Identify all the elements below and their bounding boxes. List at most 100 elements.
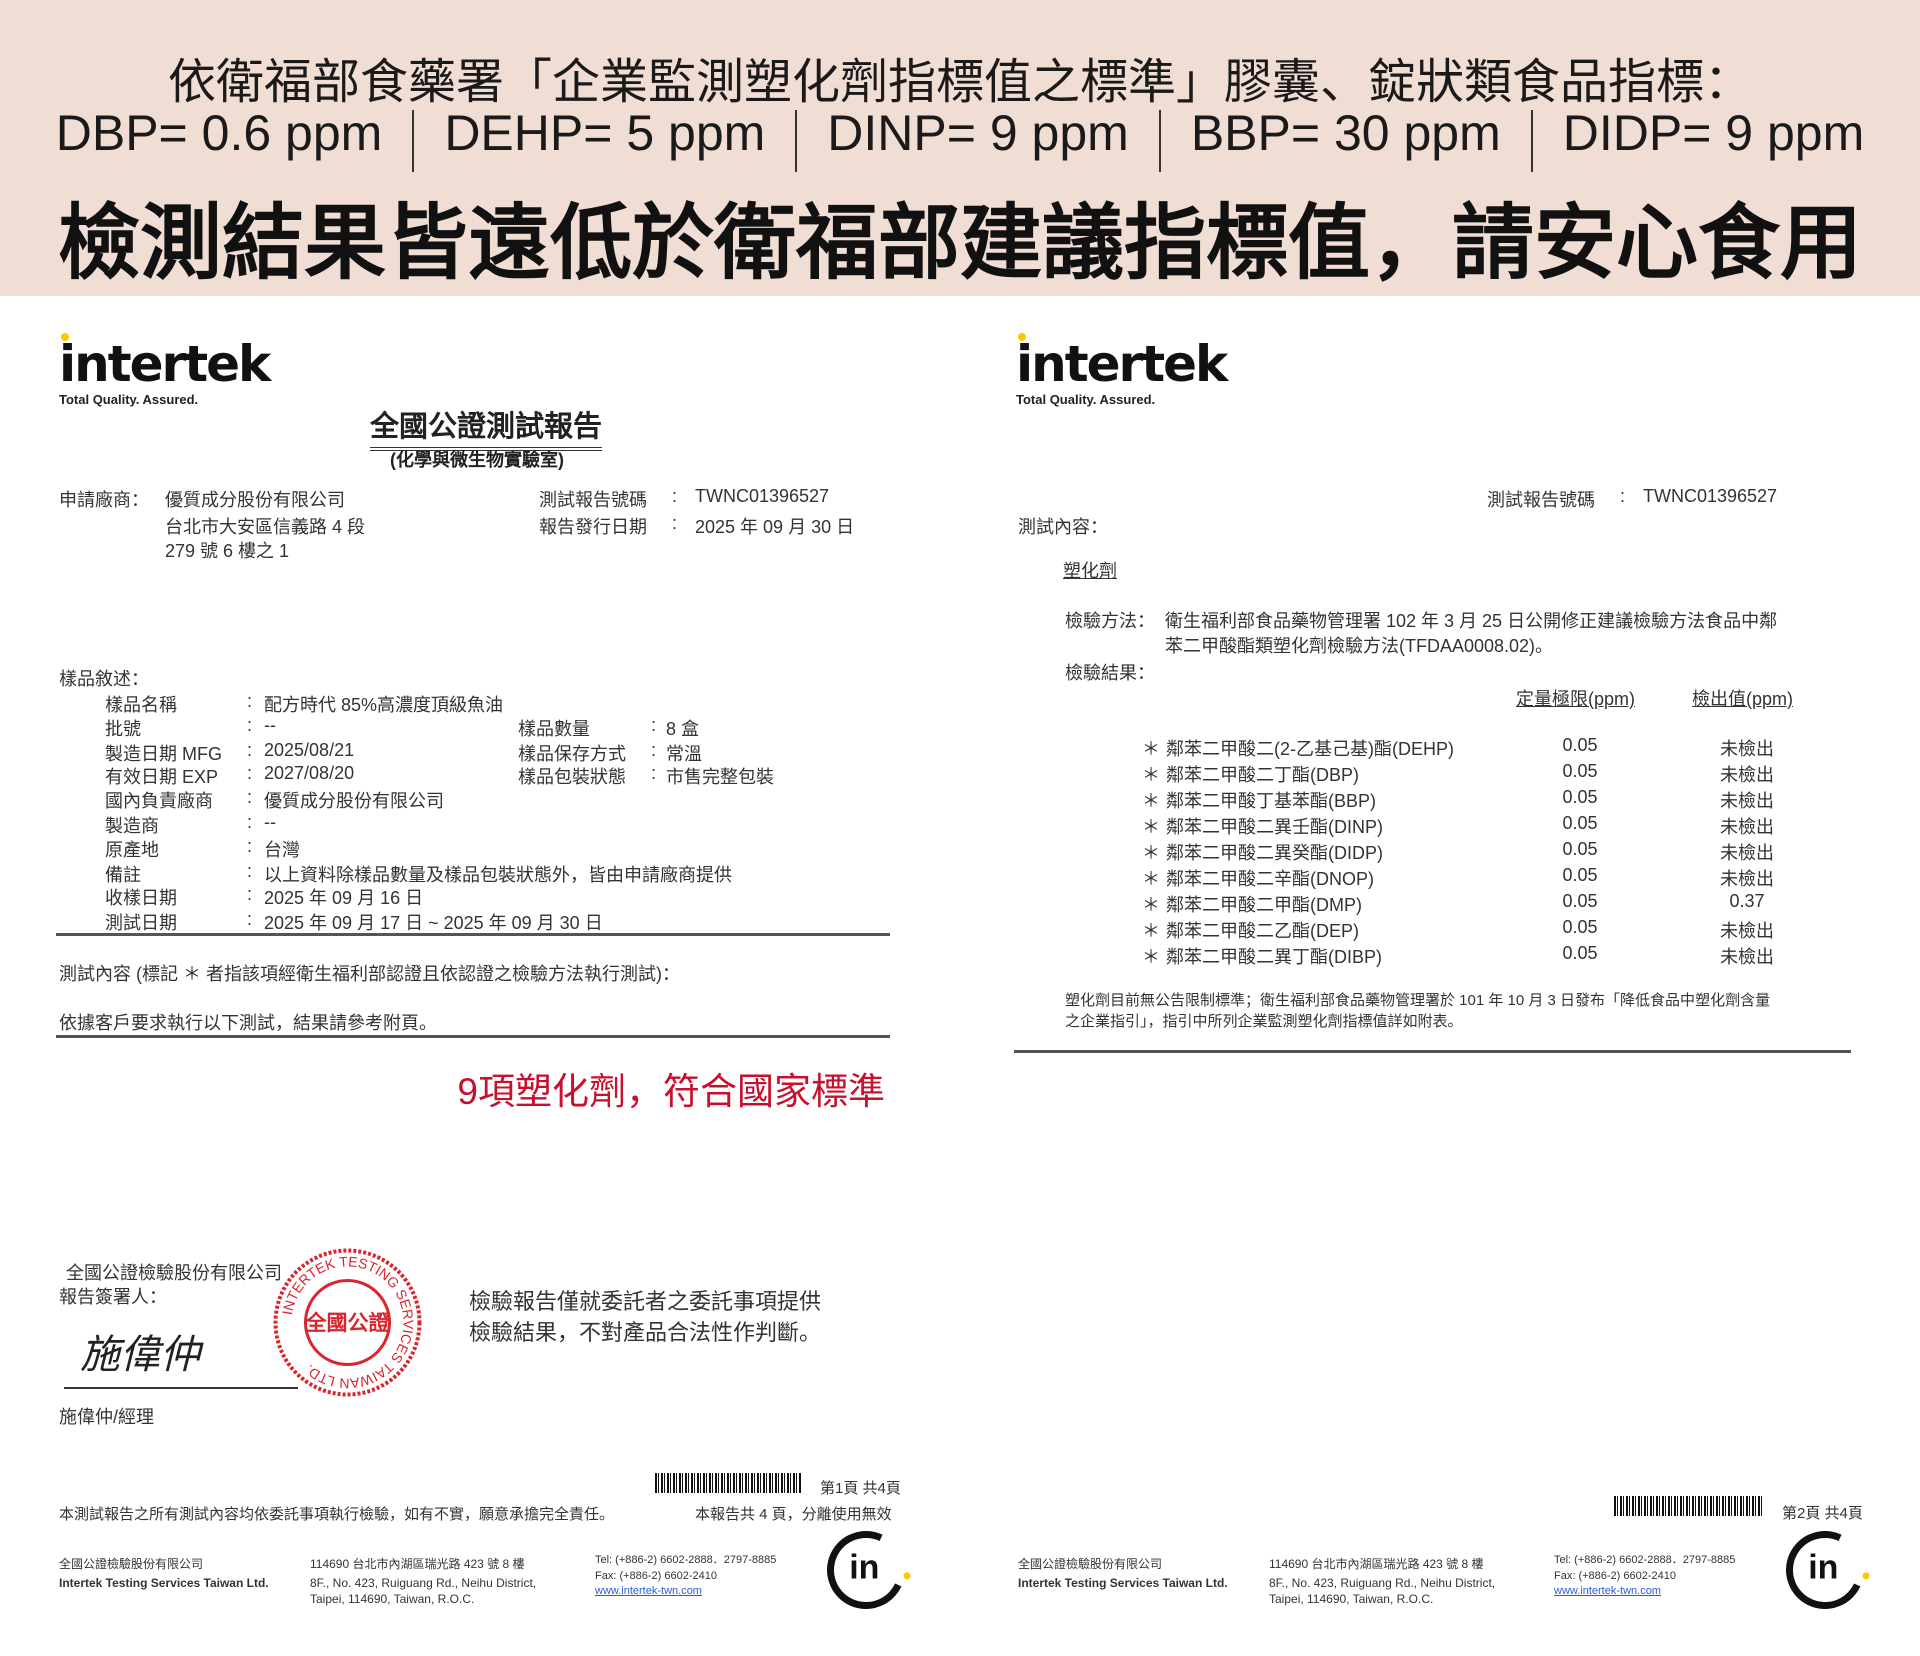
footer-fax: Fax: (+886-2) 6602-2410 (595, 1570, 717, 1582)
result-value: 未檢出 (1720, 843, 1774, 863)
accredited-mark: ＊ (1142, 791, 1160, 811)
report-title: 全國公證測試報告 (370, 403, 603, 451)
report-no: TWNC01396527 (695, 486, 830, 506)
footer-company-en: Intertek Testing Services Taiwan Ltd. (59, 1576, 269, 1590)
intertek-in-logo-icon: in (816, 1520, 916, 1620)
test-client-note: 依據客戶要求執行以下測試，結果請參考附頁。 (59, 1013, 437, 1033)
test-content-label: 測試內容： (1018, 517, 1108, 537)
accredited-mark: ＊ (1142, 765, 1160, 785)
banner-headline: 檢測結果皆遠低於衛福部建議指標值，請安心食用 (57, 198, 1862, 289)
test-content-note: 測試內容 (標記 ＊ 者指該項經衛生福利部認證且依認證之檢驗方法執行測試)： (59, 964, 680, 984)
col-result-header: 檢出值(ppm) (1692, 689, 1794, 709)
method-label: 檢驗方法： (1065, 611, 1155, 631)
method-line-2: 苯二甲酸酯類塑化劑檢驗方法(TFDAA0008.02)。 (1165, 636, 1554, 656)
logo-text: intertek (1016, 335, 1228, 393)
sample-field-label: 原產地 (105, 840, 159, 860)
compound-name: 鄰苯二甲酸二丁酯(DBP) (1166, 765, 1359, 785)
compound-name: 鄰苯二甲酸二異癸酯(DIDP) (1166, 843, 1383, 863)
sample-field-value: 2025/08/21 (264, 740, 355, 760)
footer-website-link[interactable]: www.intertek-twn.com (1554, 1585, 1661, 1597)
footer-website-link[interactable]: www.intertek-twn.com (595, 1585, 702, 1597)
barcode (1614, 1496, 1763, 1516)
signer-label: 報告簽署人： (59, 1287, 167, 1307)
colon: : (651, 763, 657, 783)
colon: : (247, 740, 253, 760)
colon: : (247, 763, 253, 783)
result-value: 未檢出 (1720, 869, 1774, 889)
loq-value: 0.05 (1562, 917, 1598, 937)
sample-field-value: 2025 年 09 月 17 日 ~ 2025 年 09 月 30 日 (264, 913, 603, 933)
result-label: 檢驗結果： (1065, 663, 1155, 683)
colon: : (651, 715, 657, 735)
compound-name: 鄰苯二甲酸二異壬酯(DINP) (1166, 817, 1383, 837)
compound-name: 鄰苯二甲酸二甲酯(DMP) (1166, 895, 1362, 915)
applicant-address-2: 279 號 6 樓之 1 (165, 541, 290, 561)
divider (1530, 110, 1533, 172)
footer-note-2: 本報告共 4 頁，分離使用無效 (695, 1506, 892, 1523)
sample-field-value: 2025 年 09 月 16 日 (264, 888, 424, 908)
sample-field-value: -- (264, 715, 276, 735)
loq-value: 0.05 (1562, 839, 1598, 859)
sample-field-value: 台灣 (264, 840, 300, 860)
report-no: TWNC01396527 (1643, 486, 1778, 506)
colon: : (247, 884, 253, 904)
footer-tel: Tel: (+886-2) 6602-2888．2797-8885 (1554, 1554, 1736, 1566)
disclaimer-line-2: 檢驗結果，不對產品合法性作判斷。 (469, 1320, 822, 1345)
disclaimer-line-1: 檢驗報告僅就委託者之委託事項提供 (469, 1289, 822, 1314)
divider (1158, 110, 1161, 172)
footer-note: 本測試報告之所有測試內容均依委託事項執行檢驗，如有不實，願意承擔完全責任。 (59, 1506, 615, 1523)
col-loq-header: 定量極限(ppm) (1516, 689, 1636, 709)
footer-tel: Tel: (+886-2) 6602-2888．2797-8885 (595, 1554, 777, 1566)
colon: : (247, 836, 253, 856)
sample-field-label: 製造日期 MFG (105, 744, 222, 764)
limit-bbp: BBP= 30 ppm (1190, 105, 1501, 161)
compound-name: 鄰苯二甲酸丁基苯酯(BBP) (1166, 791, 1377, 811)
sample-field-value: -- (264, 812, 276, 832)
sample-desc-label: 樣品敘述： (59, 669, 149, 689)
page-number: 第2頁 共4頁 (1782, 1505, 1863, 1522)
result-value: 未檢出 (1720, 817, 1774, 837)
sample-field-label: 樣品名稱 (105, 695, 177, 715)
result-value: 未檢出 (1720, 765, 1774, 785)
page-number: 第1頁 共4頁 (820, 1480, 901, 1497)
logo-tagline: Total Quality. Assured. (1016, 392, 1156, 407)
limit-didp: DIDP= 9 ppm (1562, 105, 1865, 161)
sample-field-value: 常溫 (666, 744, 702, 764)
banner-limits: DBP= 0.6 ppm DEHP= 5 ppm DINP= 9 ppm BBP… (0, 104, 1920, 172)
compound-name: 鄰苯二甲酸二(2-乙基己基)酯(DEHP) (1166, 739, 1454, 759)
intertek-logo: intertek (1016, 333, 1228, 393)
sample-field-value: 優質成分股份有限公司 (264, 791, 444, 811)
sample-field-value: 8 盒 (666, 719, 700, 739)
colon: : (247, 715, 253, 735)
report-no-label: 測試報告號碼 (539, 490, 647, 510)
sample-field-label: 有效日期 EXP (105, 767, 219, 787)
limit-dehp: DEHP= 5 ppm (444, 105, 766, 161)
footer-company-en: Intertek Testing Services Taiwan Ltd. (1018, 1576, 1228, 1590)
footer-fax: Fax: (+886-2) 6602-2410 (1554, 1570, 1676, 1582)
sample-field-value: 以上資料除樣品數量及樣品包裝狀態外，皆由申請廠商提供 (264, 865, 732, 885)
intertek-in-logo-icon: in (1775, 1520, 1875, 1620)
signature: 施偉仲 (80, 1332, 200, 1378)
footer-address-zh: 114690 台北市內湖區瑞光路 423 號 8 樓 (1269, 1557, 1484, 1571)
applicant-name: 優質成分股份有限公司 (165, 490, 345, 510)
accredited-mark: ＊ (1142, 869, 1160, 889)
accredited-mark: ＊ (1142, 739, 1160, 759)
method-line-1: 衛生福利部食品藥物管理署 102 年 3 月 25 日公開修正建議檢驗方法食品中… (1165, 611, 1778, 631)
sample-field-value: 配方時代 85%高濃度頂級魚油 (264, 695, 504, 715)
colon: : (651, 740, 657, 760)
sample-field-value: 2027/08/20 (264, 763, 355, 783)
sample-field-label: 國內負責廠商 (105, 791, 213, 811)
colon: : (1620, 486, 1626, 506)
sample-field-label: 製造商 (105, 816, 159, 836)
result-value: 未檢出 (1720, 739, 1774, 759)
category-heading: 塑化劑 (1063, 561, 1117, 581)
highlight-text: 9項塑化劑，符合國家標準 (457, 1071, 885, 1112)
company-stamp: INTERTEK TESTING SERVICES TAIWAN LTD. 全國… (273, 1248, 422, 1397)
regulation-note-2: 之企業指引」，指引中所列企業監測塑化劑指標值詳如附表。 (1065, 1013, 1463, 1030)
colon: : (247, 812, 253, 832)
result-value: 0.37 (1729, 891, 1765, 911)
colon: : (247, 691, 253, 711)
sample-field-label: 樣品包裝狀態 (518, 767, 626, 787)
footer-company-zh: 全國公證檢驗股份有限公司 (59, 1557, 204, 1571)
divider (56, 1035, 890, 1038)
